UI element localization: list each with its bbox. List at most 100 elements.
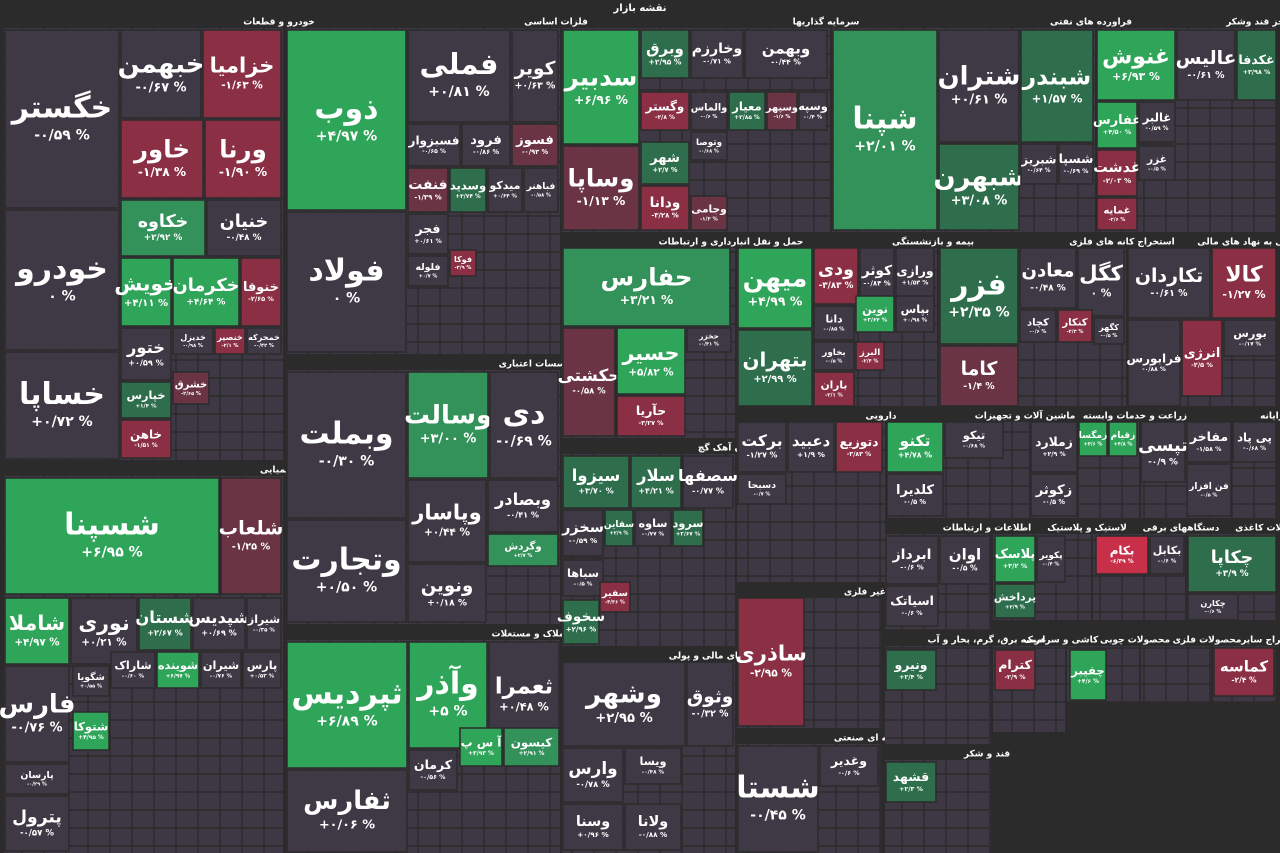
tile-box[interactable]: [449, 249, 477, 277]
tile-box[interactable]: [939, 535, 991, 585]
tile-box[interactable]: [690, 29, 744, 79]
tile-box[interactable]: [1186, 463, 1232, 517]
tile-box[interactable]: [640, 185, 690, 231]
tile-box[interactable]: [407, 479, 487, 563]
tile-box[interactable]: [487, 533, 559, 567]
tile-box[interactable]: [4, 29, 120, 209]
tile[interactable]: انرژی-۲/۵ %: [1181, 319, 1223, 397]
tile-box[interactable]: [813, 371, 855, 407]
tile[interactable]: شاراک -۰/۶۰ %: [110, 651, 156, 689]
tile-box[interactable]: [1057, 309, 1093, 343]
tile-box[interactable]: [1149, 535, 1185, 575]
tile[interactable]: کیسون+۲/۹۱ %: [503, 727, 560, 767]
tile[interactable]: کچاد-۰/۶ %: [1019, 309, 1057, 343]
tile[interactable]: وساپا-۱/۱۳ %: [562, 145, 640, 231]
tile-box[interactable]: [885, 761, 937, 803]
tile-box[interactable]: [1236, 29, 1277, 101]
tile[interactable]: ونیرو +۲/۴ %: [885, 649, 937, 691]
tile-box[interactable]: [798, 91, 828, 131]
tile-box[interactable]: [120, 119, 204, 199]
tile-box[interactable]: [204, 119, 282, 199]
tile-box[interactable]: [1019, 247, 1077, 309]
tile[interactable]: غزر-۰/۵ %: [1138, 145, 1176, 181]
tile-box[interactable]: [634, 509, 672, 547]
tile[interactable]: شهر+۲/۷ %: [640, 141, 690, 185]
tile[interactable]: شوینده +۶/۹۷ %: [156, 651, 200, 689]
tile-box[interactable]: [487, 167, 523, 213]
tile[interactable]: خپارس +۱/۴ %: [120, 381, 172, 419]
tile-box[interactable]: [1036, 535, 1066, 583]
tile-box[interactable]: [1213, 647, 1275, 697]
tile[interactable]: پکویر-۰/۴ %: [1036, 535, 1066, 583]
tile[interactable]: فولاد ۰ %: [286, 211, 407, 353]
tile-box[interactable]: [1223, 319, 1277, 357]
tile[interactable]: وگردش+۲/۷ %: [487, 533, 559, 567]
tile[interactable]: سیزوا+۳/۷۰ %: [562, 455, 630, 509]
tile-box[interactable]: [562, 145, 640, 231]
tile[interactable]: شبندر+۱/۵۷ %: [1020, 29, 1094, 143]
tile[interactable]: پارس +۰/۵۳ %: [242, 651, 282, 689]
tile[interactable]: ورنا -۱/۹۰ %: [204, 119, 282, 199]
tile-box[interactable]: [120, 327, 172, 381]
tile[interactable]: دتوزیع -۳/۸۳ %: [835, 421, 883, 473]
tile-box[interactable]: [286, 641, 408, 769]
tile[interactable]: پترول-۰/۵۷ %: [4, 795, 70, 852]
tile-box[interactable]: [407, 123, 461, 167]
tile[interactable]: خکاوه+۲/۹۲ %: [120, 199, 206, 257]
tile[interactable]: فزر +۲/۳۵ %: [939, 247, 1019, 345]
tile[interactable]: چکارن-۰/۶ %: [1187, 593, 1239, 621]
tile-box[interactable]: [819, 745, 879, 787]
tile-box[interactable]: [690, 195, 728, 231]
tile[interactable]: زقیام+۴/۸ %: [1108, 421, 1138, 457]
tile-box[interactable]: [1181, 319, 1223, 397]
tile[interactable]: کاما-۱/۴ %: [939, 345, 1019, 407]
tile[interactable]: وخارزم-۰/۷۱ %: [690, 29, 744, 79]
tile[interactable]: وتجارت +۰/۵۰ %: [286, 519, 407, 623]
tile-box[interactable]: [4, 597, 70, 665]
tile[interactable]: ذوب +۴/۹۷ %: [286, 29, 407, 211]
tile[interactable]: دی -۰/۶۹ %: [489, 371, 559, 479]
tile[interactable]: دعبید+۱/۹ %: [787, 421, 835, 473]
tile[interactable]: سفیر-۴/۳۶ %: [599, 581, 631, 613]
tile[interactable]: البرز-۲/۴ %: [855, 341, 885, 371]
tile-box[interactable]: [4, 795, 70, 852]
tile[interactable]: ابرداز-۰/۶ %: [885, 535, 939, 585]
tile-box[interactable]: [286, 371, 407, 519]
tile[interactable]: شیراز -۰/۳۵ %: [246, 597, 282, 651]
tile[interactable]: فسبزوار-۰/۶۵ %: [407, 123, 461, 167]
tile-box[interactable]: [120, 419, 172, 459]
tile-box[interactable]: [672, 509, 704, 547]
tile-box[interactable]: [1095, 535, 1149, 575]
tile-box[interactable]: [172, 327, 214, 355]
tile-box[interactable]: [1030, 473, 1078, 517]
tile[interactable]: فنفت-۱/۳۹ %: [407, 167, 449, 213]
tile-box[interactable]: [202, 29, 282, 119]
tile-box[interactable]: [604, 509, 634, 547]
tile[interactable]: خگستر -۰/۵۹ %: [4, 29, 120, 209]
tile[interactable]: کلدیرا-۰/۵ %: [886, 473, 944, 517]
tile-box[interactable]: [4, 477, 220, 595]
tile-box[interactable]: [4, 763, 70, 795]
tile-box[interactable]: [240, 257, 282, 327]
tile[interactable]: شستا -۰/۴۵ %: [736, 745, 820, 853]
tile[interactable]: وسنا+۰/۹۶ %: [562, 803, 624, 851]
tile[interactable]: بکابل -۰/۶ %: [1149, 535, 1185, 575]
tile-box[interactable]: [832, 29, 938, 231]
tile[interactable]: حکشتی-۰/۵۸ %: [558, 327, 621, 437]
tile-box[interactable]: [489, 371, 559, 479]
tile-box[interactable]: [1096, 29, 1176, 101]
tile-box[interactable]: [562, 455, 630, 509]
tile[interactable]: کرمان -۰/۵۶ %: [408, 749, 458, 791]
tile[interactable]: خاور -۱/۳۸ %: [120, 119, 204, 199]
tile[interactable]: حخزر-۰/۴۱ %: [686, 327, 732, 353]
tile-box[interactable]: [1030, 421, 1078, 473]
tile[interactable]: وبرق+۲/۹۵ %: [640, 29, 690, 79]
tile[interactable]: کماسه-۲/۴ %: [1213, 647, 1275, 697]
tile-box[interactable]: [855, 341, 885, 371]
tile[interactable]: بورس -۰/۱۷ %: [1223, 319, 1277, 357]
tile-box[interactable]: [407, 255, 449, 287]
tile-box[interactable]: [886, 421, 944, 473]
tile[interactable]: پلاسک+۳/۲ %: [994, 535, 1036, 583]
tile[interactable]: غالبر-۰/۵۹ %: [1138, 101, 1176, 143]
tile-box[interactable]: [220, 477, 282, 595]
